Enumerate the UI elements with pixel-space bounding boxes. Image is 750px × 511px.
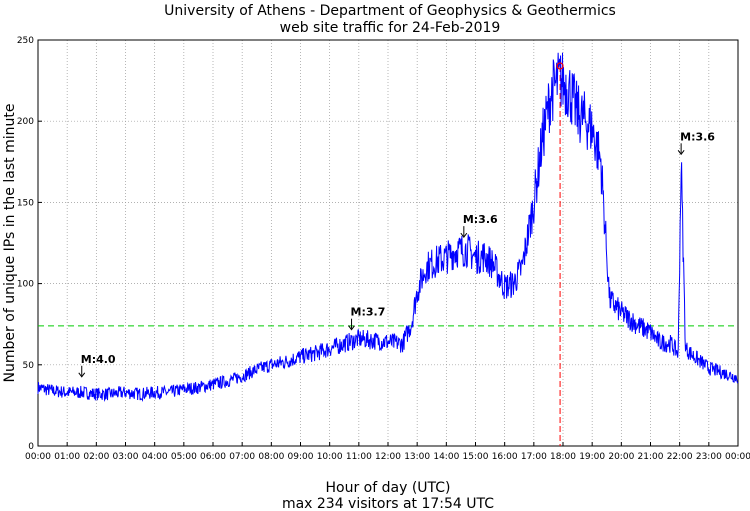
x-tick-label: 23:00 xyxy=(696,452,722,462)
quake-annotation: M:3.6 xyxy=(460,213,498,238)
series-line-traffic xyxy=(37,52,739,402)
x-tick-label: 06:00 xyxy=(200,452,226,462)
x-tick-label: 04:00 xyxy=(142,452,168,462)
x-axis-label: Hour of day (UTC) xyxy=(326,480,451,496)
y-tick-label: 200 xyxy=(17,117,34,127)
x-ticks: 00:00 01:00 02:00 03:00 04:00 05:00 06:00 07:00… xyxy=(25,442,750,462)
down-arrowhead-icon xyxy=(348,325,355,331)
y-tick-label: 150 xyxy=(17,198,34,208)
x-tick-label: 08:00 xyxy=(258,452,284,462)
y-tick-label: 50 xyxy=(23,361,35,371)
y-tick-label: 100 xyxy=(17,280,34,290)
grid-layer xyxy=(38,40,738,446)
x-tick-label: 16:00 xyxy=(492,452,518,462)
max-marker xyxy=(556,62,564,70)
x-tick-label: 15:00 xyxy=(463,452,489,462)
y-tick-label: 0 xyxy=(28,442,34,452)
x-tick-label: 19:00 xyxy=(579,452,605,462)
quake-annotation: M:3.6 xyxy=(677,130,715,156)
x-tick-label: 11:00 xyxy=(346,452,372,462)
earthquake-annotations: M:4.0 M:3.7 M:3.6 M:3.6 xyxy=(78,130,715,378)
chart-title-line2: web site traffic for 24-Feb-2019 xyxy=(280,20,501,36)
x-tick-label: 22:00 xyxy=(667,452,693,462)
x-tick-label: 07:00 xyxy=(229,452,255,462)
x-tick-label: 00:00 xyxy=(25,452,51,462)
x-tick-label: 00:00 xyxy=(725,452,750,462)
quake-label: M:4.0 xyxy=(81,353,116,366)
x-tick-label: 18:00 xyxy=(550,452,576,462)
x-tick-label: 12:00 xyxy=(375,452,401,462)
x-tick-label: 17:00 xyxy=(521,452,547,462)
x-tick-label: 01:00 xyxy=(54,452,80,462)
quake-label: M:3.7 xyxy=(351,306,386,319)
x-tick-label: 13:00 xyxy=(404,452,430,462)
down-arrowhead-icon xyxy=(78,372,86,378)
down-arrowhead-icon xyxy=(460,232,468,238)
quake-annotation: M:3.7 xyxy=(348,306,386,331)
y-axis-label: Number of unique IPs in the last minute xyxy=(2,104,18,383)
x-tick-label: 21:00 xyxy=(638,452,664,462)
x-tick-label: 03:00 xyxy=(113,452,139,462)
y-ticks: 0 50 100 150 200 250 xyxy=(17,36,42,452)
quake-label: M:3.6 xyxy=(680,130,715,143)
max-visitors-footer: max 234 visitors at 17:54 UTC xyxy=(282,496,494,511)
down-arrowhead-icon xyxy=(677,150,685,156)
x-tick-label: 09:00 xyxy=(288,452,314,462)
x-tick-label: 05:00 xyxy=(171,452,197,462)
quake-label: M:3.6 xyxy=(463,213,498,226)
x-tick-label: 10:00 xyxy=(317,452,343,462)
x-tick-label: 02:00 xyxy=(83,452,109,462)
x-tick-label: 20:00 xyxy=(608,452,634,462)
y-tick-label: 250 xyxy=(17,36,34,46)
x-tick-label: 14:00 xyxy=(433,452,459,462)
chart-title-line1: University of Athens - Department of Geo… xyxy=(164,3,616,19)
quake-annotation: M:4.0 xyxy=(78,353,116,378)
